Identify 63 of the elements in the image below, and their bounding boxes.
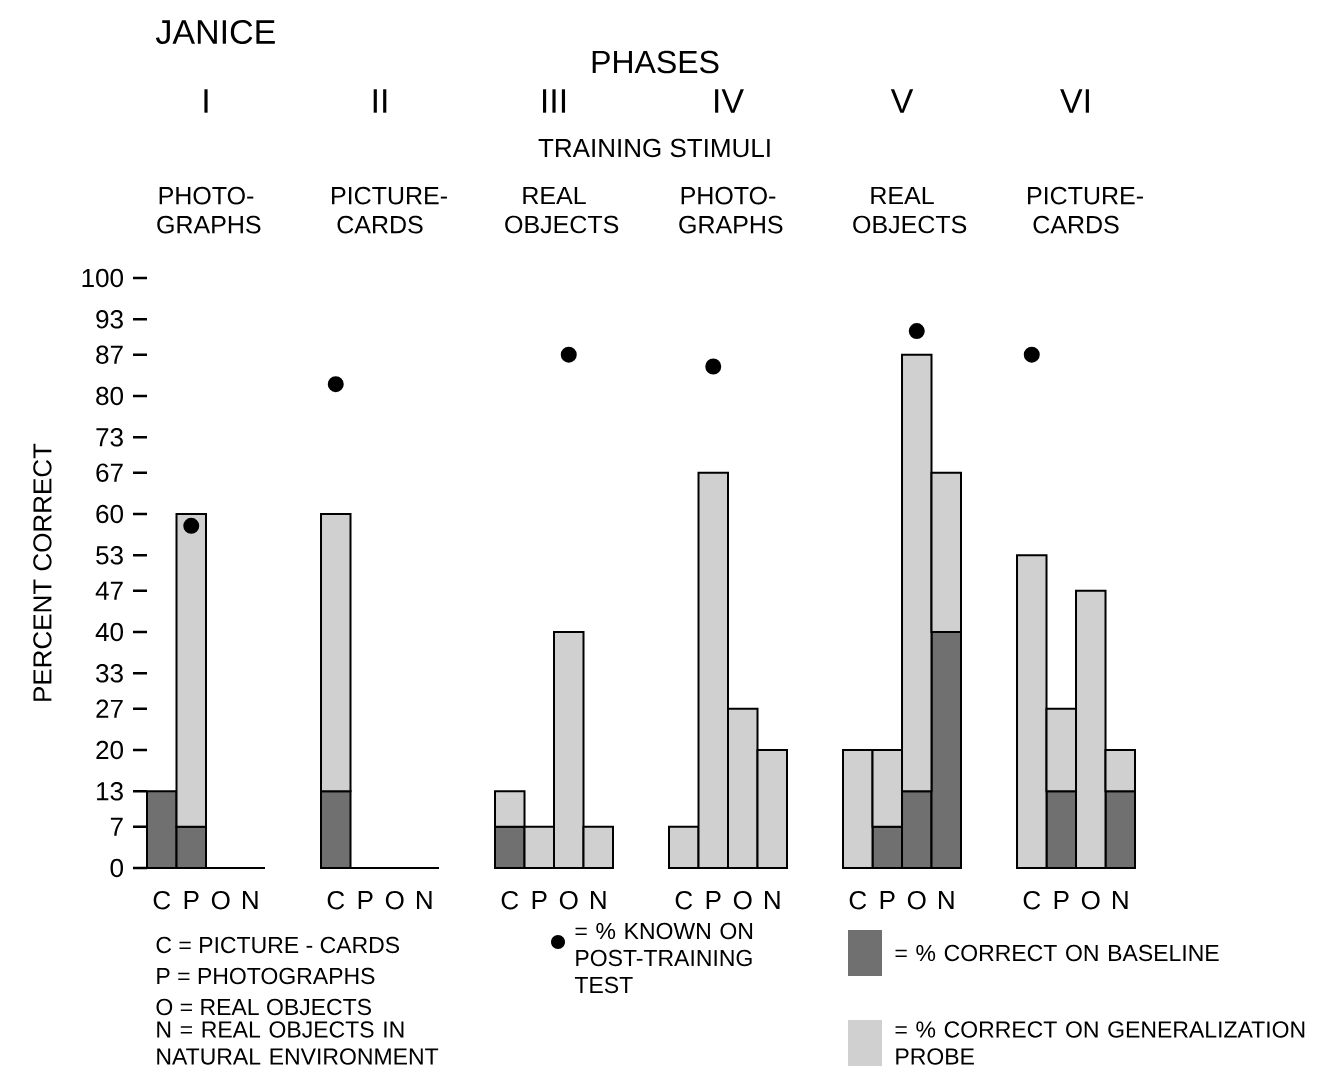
x-tick-label: N <box>417 891 432 909</box>
y-tick-label: 20 <box>96 740 123 760</box>
y-tick-label: 47 <box>95 581 123 600</box>
text: P = PHOTOGRAPHS <box>157 967 375 985</box>
y-tick-label: 27 <box>96 699 123 718</box>
y-tick-label: 0 <box>110 858 123 878</box>
x-tick-label: N <box>1113 891 1128 909</box>
y-tick-label: 73 <box>96 428 123 447</box>
x-tick-label: P <box>358 891 373 909</box>
y-tick-label: 87 <box>96 345 123 364</box>
chart-title: IV <box>715 89 744 113</box>
chart-subtitle: PICTURE-CARDS <box>1028 186 1143 234</box>
x-tick-label: N <box>939 891 954 909</box>
x-tick-label: O <box>1081 890 1100 910</box>
text: TRAINING STIMULI <box>538 138 770 158</box>
y-tick-label: 33 <box>96 664 123 683</box>
chart-title: I <box>204 89 208 113</box>
x-tick-label: O <box>559 890 578 910</box>
y-tick-label: 13 <box>97 782 123 801</box>
chart-subtitle: REAL OBJECTS <box>505 186 619 234</box>
chart-title: III <box>542 89 566 113</box>
y-tick-label: 67 <box>96 463 123 482</box>
legend-label: = % CORRECT ON GENERALIZATION PROBE <box>895 1021 1305 1065</box>
text: C = PICTURE - CARDS <box>156 936 400 954</box>
x-tick-label: P <box>532 891 547 909</box>
x-tick-label: O <box>211 890 230 910</box>
chart-title: V <box>890 89 914 113</box>
x-tick-label: P <box>880 891 895 909</box>
chart-title: II <box>373 89 387 113</box>
x-tick-label: P <box>706 891 721 909</box>
x-tick-label: N <box>591 891 606 909</box>
x-tick-label: O <box>907 890 926 910</box>
y-tick-label: 7 <box>110 817 123 836</box>
chart-subtitle: PICTURE-CARDS <box>332 186 447 234</box>
y-axis-title: PERCENT CORRECT <box>33 443 52 701</box>
text: N = REAL OBJECTS IN NATURAL ENVIRONMENT <box>157 1021 439 1065</box>
text: JANICE <box>155 19 275 45</box>
x-tick-label: C <box>327 890 345 910</box>
y-tick-label: 40 <box>95 622 123 642</box>
text: O = REAL OBJECTS <box>156 998 371 1016</box>
chart-subtitle: PHOTO-GRAPHS <box>157 186 261 234</box>
y-tick-label: 53 <box>96 546 123 565</box>
x-tick-label: C <box>1023 890 1041 910</box>
x-tick-label: C <box>849 890 867 910</box>
x-tick-label: P <box>1054 891 1069 909</box>
x-tick-label: C <box>501 890 519 910</box>
y-tick-label: 93 <box>96 310 123 329</box>
x-tick-label: C <box>153 890 171 910</box>
y-tick-label: 60 <box>96 504 123 524</box>
x-tick-label: C <box>675 890 693 910</box>
chart-title: VI <box>1060 89 1089 113</box>
y-tick-label: 80 <box>96 386 123 406</box>
legend-label: = % KNOWN ON POST-TRAINING TEST <box>574 922 753 994</box>
chart-subtitle: PHOTO-GRAPHS <box>679 186 783 234</box>
x-tick-label: N <box>765 891 780 909</box>
x-tick-label: N <box>242 891 258 909</box>
x-tick-label: P <box>184 891 199 909</box>
chart-subtitle: REAL OBJECTS <box>853 186 967 234</box>
x-tick-label: O <box>385 890 404 910</box>
text: PHASES <box>592 50 719 74</box>
x-tick-label: O <box>733 890 752 910</box>
y-tick-label: 100 <box>82 268 123 288</box>
legend-label: = % CORRECT ON BASELINE <box>895 944 1219 962</box>
